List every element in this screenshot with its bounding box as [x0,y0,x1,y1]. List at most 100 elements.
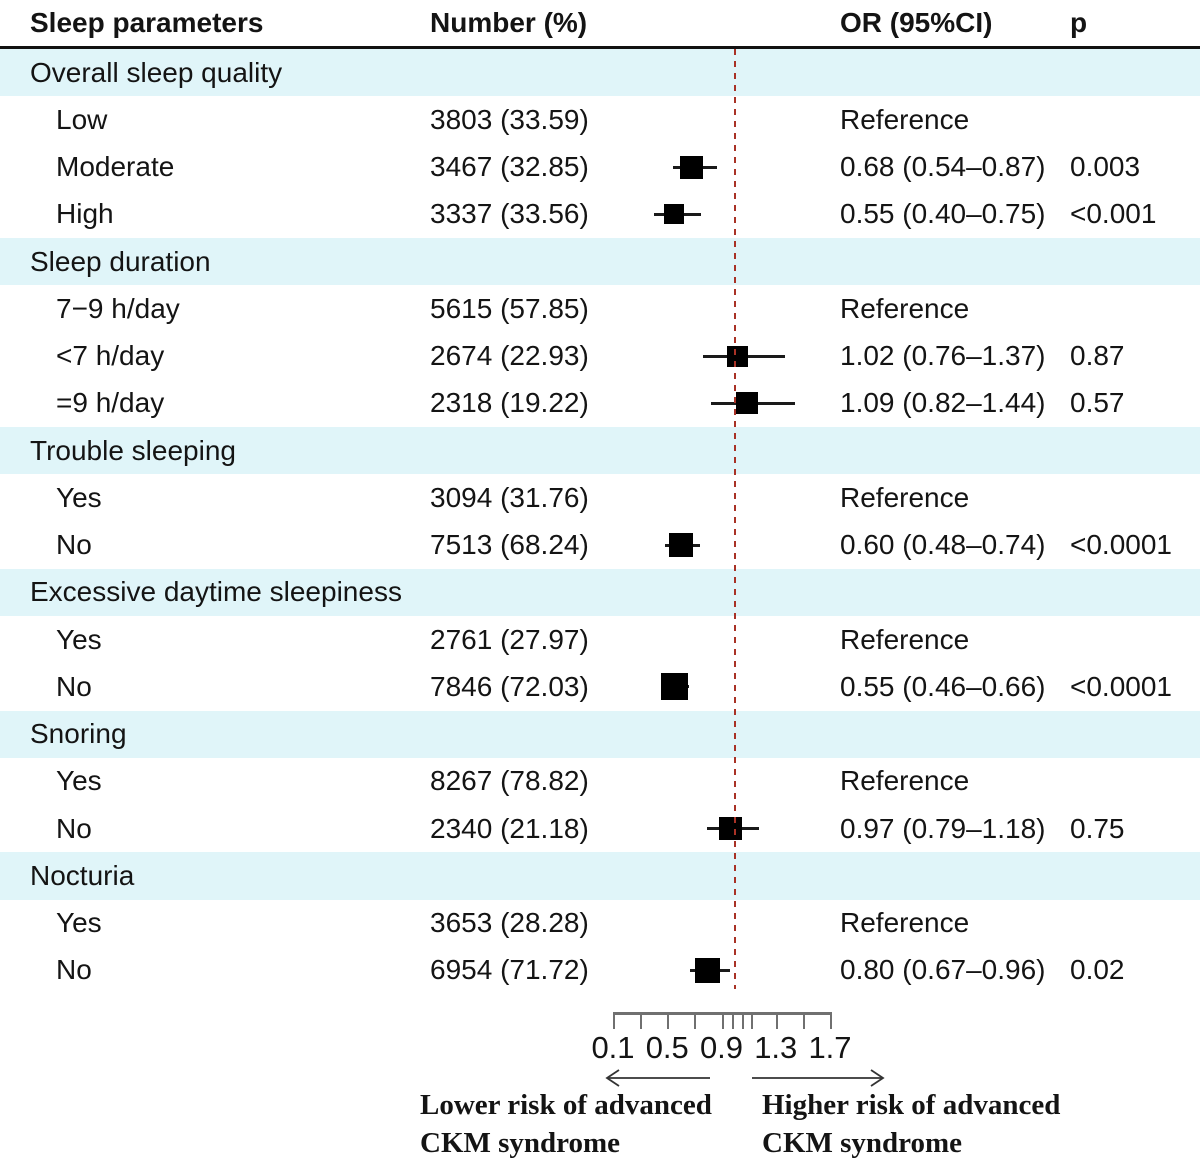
row-number: 6954 (71.72) [430,954,589,986]
section-row: Snoring [0,710,1200,758]
row-label: Yes [56,481,102,513]
row-number: 3094 (31.76) [430,481,589,513]
row-number: 2318 (19.22) [430,387,589,419]
row-p-value: 0.87 [1070,340,1125,372]
row-number: 2340 (21.18) [430,812,589,844]
section-row: Nocturia [0,852,1200,900]
section-row: Sleep duration [0,238,1200,286]
row-or-text: Reference [840,907,970,939]
row-label: Trouble sleeping [30,434,236,466]
or-marker [727,345,749,367]
table-row: High 3337 (33.56) 0.55 (0.40–0.75) <0.001 [0,191,1200,238]
higher-risk-label: Higher risk of advanced CKM syndrome [762,1086,1060,1162]
axis-tick [721,1012,724,1029]
row-number: 3337 (33.56) [430,198,589,230]
table-row: 7−9 h/day 5615 (57.85) Reference [0,285,1200,332]
row-number: 7846 (72.03) [430,670,589,702]
table-row: Yes 3094 (31.76) Reference [0,474,1200,521]
row-label: Low [56,103,108,135]
higher-risk-line1: Higher risk of advanced [762,1089,1061,1121]
axis-tick-label: 1.3 [754,1030,798,1065]
table-header: Sleep parameters Number (%) OR (95%CI) p [0,0,1200,49]
axis-tick-label: 1.7 [808,1030,852,1065]
or-marker [736,392,759,415]
axis-tick [751,1012,754,1029]
row-number: 3653 (28.28) [430,907,589,939]
row-label: Overall sleep quality [30,56,283,88]
row-label: No [56,812,92,844]
header-p-value: p [1070,7,1088,38]
row-p-value: 0.57 [1070,387,1125,419]
table-row: Yes 8267 (78.82) Reference [0,758,1200,805]
table-row: Yes 2761 (27.97) Reference [0,616,1200,663]
axis-tick [741,1012,744,1029]
row-number: 8267 (78.82) [430,765,589,797]
row-or-text: 0.80 (0.67–0.96) [840,954,1046,986]
row-number: 7513 (68.24) [430,529,589,561]
row-p-value: <0.0001 [1070,529,1172,561]
row-label: Snoring [30,718,127,750]
header-or-ci: OR (95%CI) [840,7,993,38]
row-label: <7 h/day [56,340,165,372]
right-arrow-icon [752,1069,885,1087]
axis-tick [775,1012,778,1029]
table-row: No 7846 (72.03) 0.55 (0.46–0.66) <0.0001 [0,663,1200,710]
row-label: No [56,529,92,561]
higher-risk-line2: CKM syndrome [762,1127,963,1159]
table-row: Low 3803 (33.59) Reference [0,96,1200,143]
row-number: 3467 (32.85) [430,151,589,183]
row-number: 2761 (27.97) [430,623,589,655]
axis-tick-label: 0.1 [591,1030,635,1065]
or-marker [668,533,693,558]
row-or-text: 1.02 (0.76–1.37) [840,340,1046,372]
row-label: Excessive daytime sleepiness [30,576,402,608]
row-or-text: 0.60 (0.48–0.74) [840,529,1046,561]
row-label: Yes [56,907,102,939]
row-or-text: Reference [840,765,970,797]
reference-line [734,49,737,989]
axis-tick-label: 0.5 [645,1030,689,1065]
row-p-value: <0.0001 [1070,670,1172,702]
or-marker [695,957,721,983]
row-label: Yes [56,765,102,797]
row-label: No [56,954,92,986]
row-or-text: 0.97 (0.79–1.18) [840,812,1046,844]
section-row: Overall sleep quality [0,49,1200,97]
row-label: High [56,198,114,230]
axis-tick [613,1012,615,1029]
row-label: Nocturia [30,859,135,891]
row-label: Moderate [56,151,175,183]
table-row: Moderate 3467 (32.85) 0.68 (0.54–0.87) 0.00… [0,144,1200,191]
lower-risk-label: Lower risk of advanced CKM syndrome [420,1086,712,1162]
table-row: <7 h/day 2674 (22.93) 1.02 (0.76–1.37) 0.87 [0,333,1200,380]
row-or-text: 0.55 (0.40–0.75) [840,198,1046,230]
table-body: Overall sleep quality Low 3803 (33.59) Refe… [0,49,1200,994]
section-row: Excessive daytime sleepiness [0,568,1200,616]
row-label: 7−9 h/day [56,292,180,324]
row-or-text: 0.55 (0.46–0.66) [840,670,1046,702]
axis-tick [667,1012,670,1029]
or-marker [719,817,743,841]
axis-tick [694,1012,697,1029]
row-label: =9 h/day [56,387,165,419]
table-row: Yes 3653 (28.28) Reference [0,900,1200,947]
row-p-value: 0.75 [1070,812,1125,844]
row-or-text: Reference [840,481,970,513]
lower-risk-line1: Lower risk of advanced [420,1089,712,1121]
lower-risk-line2: CKM syndrome [420,1127,621,1159]
or-marker [660,673,688,701]
axis-tick-label: 0.9 [699,1030,744,1065]
direction-arrows [605,1069,885,1087]
row-p-value: <0.001 [1070,198,1157,230]
row-label: Yes [56,623,102,655]
table-row: No 2340 (21.18) 0.97 (0.79–1.18) 0.75 [0,805,1200,852]
table-row: No 6954 (71.72) 0.80 (0.67–0.96) 0.02 [0,947,1200,994]
axis-tick [640,1012,643,1029]
row-p-value: 0.003 [1070,151,1141,183]
row-p-value: 0.02 [1070,954,1125,986]
section-row: Trouble sleeping [0,427,1200,475]
or-marker [664,204,685,225]
row-label: Sleep duration [30,245,211,277]
axis-tick [732,1012,735,1029]
